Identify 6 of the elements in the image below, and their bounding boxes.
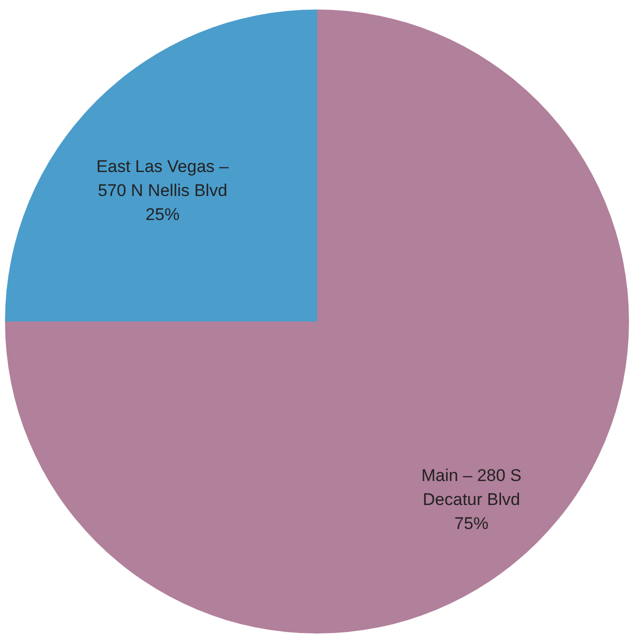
slice-label: East Las Vegas – 570 N Nellis Blvd: [96, 157, 230, 200]
pie-slice: [5, 10, 317, 322]
slice-label: Main – 280 S Decatur Blvd: [421, 466, 522, 509]
pie-slice: [5, 10, 629, 634]
data-label: 25%: [146, 205, 180, 224]
data-label: 75%: [454, 514, 488, 533]
